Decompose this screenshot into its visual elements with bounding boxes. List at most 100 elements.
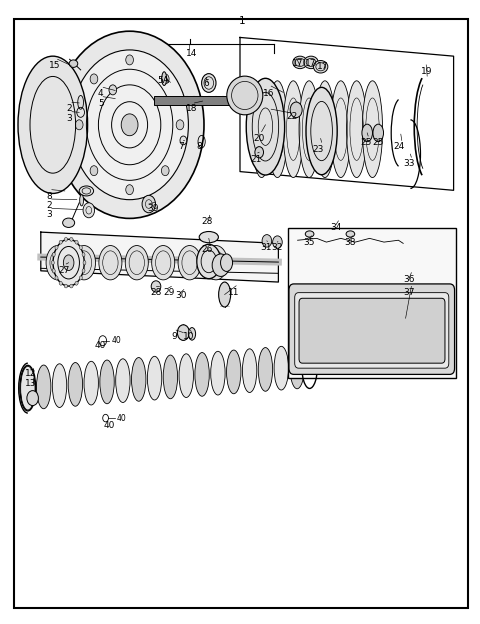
Ellipse shape (313, 61, 328, 73)
Ellipse shape (82, 253, 85, 256)
Ellipse shape (290, 345, 304, 389)
Text: 27: 27 (58, 266, 70, 275)
Ellipse shape (347, 81, 367, 177)
Ellipse shape (242, 349, 257, 392)
Text: 5: 5 (98, 99, 104, 107)
Ellipse shape (79, 276, 82, 280)
Ellipse shape (55, 31, 204, 218)
Circle shape (126, 185, 133, 195)
Ellipse shape (55, 245, 58, 250)
Ellipse shape (197, 244, 221, 279)
Circle shape (109, 85, 117, 95)
Text: 23: 23 (312, 145, 324, 154)
Ellipse shape (63, 255, 74, 271)
Ellipse shape (79, 245, 82, 250)
Ellipse shape (315, 81, 335, 177)
Ellipse shape (121, 114, 138, 136)
Ellipse shape (52, 253, 55, 256)
Ellipse shape (373, 124, 384, 142)
Ellipse shape (99, 245, 122, 280)
Circle shape (212, 254, 229, 276)
Ellipse shape (202, 74, 216, 92)
Text: 32: 32 (271, 243, 282, 252)
Polygon shape (41, 232, 278, 282)
Text: 25: 25 (372, 138, 384, 147)
Ellipse shape (62, 218, 75, 227)
Ellipse shape (362, 124, 372, 142)
Text: 36: 36 (404, 275, 415, 283)
Circle shape (176, 120, 184, 130)
Ellipse shape (199, 232, 218, 243)
Text: 28: 28 (202, 217, 213, 226)
Text: 30: 30 (176, 291, 187, 300)
Ellipse shape (82, 269, 85, 273)
Text: 17: 17 (317, 62, 328, 71)
Ellipse shape (305, 231, 314, 237)
Ellipse shape (70, 238, 73, 241)
Ellipse shape (188, 328, 196, 340)
Text: 5A: 5A (157, 76, 169, 85)
Circle shape (83, 203, 95, 218)
Ellipse shape (75, 281, 78, 285)
Text: 9: 9 (171, 332, 177, 341)
Text: 4: 4 (98, 89, 104, 97)
Ellipse shape (283, 81, 303, 177)
Ellipse shape (179, 354, 193, 397)
Bar (154, 96, 242, 105)
Ellipse shape (255, 147, 264, 158)
Text: 25: 25 (360, 138, 372, 147)
Circle shape (90, 166, 98, 176)
Text: 10: 10 (183, 332, 194, 341)
Ellipse shape (299, 81, 319, 177)
Text: 3: 3 (67, 114, 72, 122)
Text: 17: 17 (292, 59, 303, 67)
Text: 19: 19 (420, 67, 432, 76)
Text: 2: 2 (47, 201, 52, 210)
Circle shape (90, 74, 98, 84)
FancyBboxPatch shape (289, 284, 455, 374)
Text: 38: 38 (345, 238, 356, 246)
Ellipse shape (221, 254, 232, 271)
Text: 7: 7 (179, 142, 184, 151)
Text: 24: 24 (394, 142, 405, 150)
Ellipse shape (147, 356, 162, 400)
Ellipse shape (331, 81, 351, 177)
Ellipse shape (116, 359, 130, 402)
Ellipse shape (59, 240, 62, 244)
Ellipse shape (195, 353, 209, 396)
Text: 26: 26 (202, 245, 213, 254)
Text: 11: 11 (228, 288, 240, 296)
Ellipse shape (304, 56, 318, 69)
Text: 40: 40 (117, 414, 126, 422)
Ellipse shape (52, 269, 55, 273)
Ellipse shape (346, 231, 355, 237)
Ellipse shape (211, 351, 225, 395)
Ellipse shape (79, 186, 94, 196)
Text: 39: 39 (147, 204, 158, 213)
Text: 40: 40 (95, 341, 106, 350)
Ellipse shape (246, 78, 285, 175)
Ellipse shape (178, 324, 189, 341)
Ellipse shape (100, 360, 114, 404)
Text: 6: 6 (204, 79, 209, 88)
Ellipse shape (70, 284, 73, 288)
Ellipse shape (64, 284, 68, 288)
Ellipse shape (83, 261, 86, 265)
Text: 28: 28 (151, 288, 162, 297)
FancyBboxPatch shape (299, 298, 445, 363)
Text: 13: 13 (24, 379, 36, 388)
Ellipse shape (64, 238, 68, 241)
FancyBboxPatch shape (295, 293, 449, 368)
Text: 37: 37 (404, 288, 415, 297)
Text: 21: 21 (250, 155, 262, 163)
Ellipse shape (219, 282, 231, 307)
Text: 3: 3 (47, 210, 52, 219)
Text: 1: 1 (239, 16, 246, 26)
Text: 8: 8 (47, 192, 52, 200)
Ellipse shape (36, 365, 51, 409)
Ellipse shape (51, 261, 54, 265)
Ellipse shape (52, 364, 67, 407)
Circle shape (161, 74, 169, 84)
Circle shape (180, 136, 187, 145)
Ellipse shape (274, 346, 288, 390)
